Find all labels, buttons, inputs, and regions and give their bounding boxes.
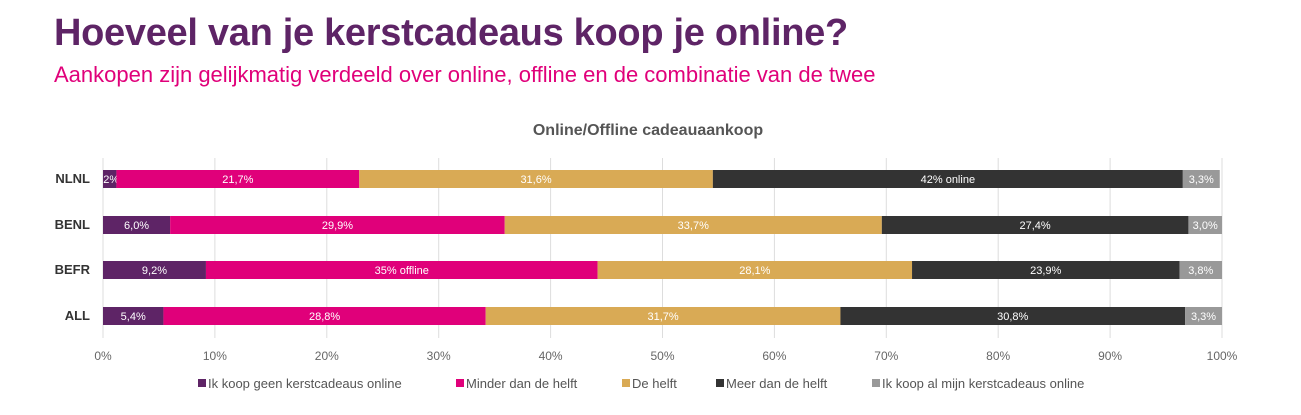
bar-segment bbox=[881, 216, 1189, 234]
bar-segment bbox=[485, 307, 841, 325]
bar-segment bbox=[205, 261, 598, 279]
bar-segment bbox=[712, 170, 1183, 188]
data-label: 9,2% bbox=[142, 265, 167, 277]
data-label: 3,3% bbox=[1189, 174, 1214, 186]
data-label: 35% offline bbox=[375, 265, 429, 277]
bar-segment bbox=[359, 170, 713, 188]
bar-segment bbox=[1179, 261, 1222, 279]
category-label: BEFR bbox=[55, 262, 91, 277]
bar-segment bbox=[912, 261, 1180, 279]
page-subtitle: Aankopen zijn gelijkmatig verdeeld over … bbox=[54, 62, 876, 87]
category-label: ALL bbox=[65, 308, 90, 323]
bar-segment bbox=[103, 261, 206, 279]
data-label: 5,4% bbox=[121, 311, 146, 323]
legend-swatch bbox=[456, 379, 464, 387]
data-label: 28,1% bbox=[739, 265, 770, 277]
legend-label: Ik koop al mijn kerstcadeaus online bbox=[882, 376, 1084, 391]
data-label: 6,0% bbox=[124, 220, 149, 232]
x-tick-label: 0% bbox=[94, 349, 112, 363]
bar-segment bbox=[103, 307, 164, 325]
legend-swatch bbox=[872, 379, 880, 387]
x-tick-label: 100% bbox=[1207, 349, 1238, 363]
category-label: BENL bbox=[55, 217, 90, 232]
x-tick-label: 50% bbox=[650, 349, 674, 363]
bar-segment bbox=[163, 307, 486, 325]
data-label: 23,9% bbox=[1030, 265, 1061, 277]
page-title: Hoeveel van je kerstcadeaus koop je onli… bbox=[54, 12, 848, 54]
category-label: NLNL bbox=[55, 171, 90, 186]
legend-swatch bbox=[622, 379, 630, 387]
data-label: 31,6% bbox=[520, 174, 551, 186]
bar-segment bbox=[1188, 216, 1222, 234]
data-label: 31,7% bbox=[647, 311, 678, 323]
data-label: 28,8% bbox=[309, 311, 340, 323]
data-label: 29,9% bbox=[322, 220, 353, 232]
x-tick-label: 90% bbox=[1098, 349, 1122, 363]
data-label: 30,8% bbox=[997, 311, 1028, 323]
bar-segment bbox=[116, 170, 360, 188]
bar-segment bbox=[1182, 170, 1220, 188]
x-tick-label: 10% bbox=[203, 349, 227, 363]
x-tick-label: 80% bbox=[986, 349, 1010, 363]
data-label: 3,8% bbox=[1188, 265, 1213, 277]
x-tick-label: 30% bbox=[427, 349, 451, 363]
x-tick-label: 20% bbox=[315, 349, 339, 363]
data-label: 27,4% bbox=[1020, 220, 1051, 232]
data-label: 21,7% bbox=[222, 174, 253, 186]
bar-segment bbox=[103, 216, 171, 234]
data-label: 3,3% bbox=[1191, 311, 1216, 323]
x-tick-label: 40% bbox=[539, 349, 563, 363]
data-label: 3,0% bbox=[1193, 220, 1218, 232]
chart-title: Online/Offline cadeauaankoop bbox=[533, 122, 763, 139]
x-tick-label: 70% bbox=[874, 349, 898, 363]
bar-segment bbox=[840, 307, 1186, 325]
legend-swatch bbox=[198, 379, 206, 387]
bar-segment bbox=[504, 216, 882, 234]
data-label: 33,7% bbox=[678, 220, 709, 232]
bar-segment bbox=[170, 216, 505, 234]
x-tick-label: 60% bbox=[762, 349, 786, 363]
bar-segment bbox=[1185, 307, 1222, 325]
bar-segment bbox=[597, 261, 913, 279]
legend-swatch bbox=[716, 379, 724, 387]
legend-label: Meer dan de helft bbox=[726, 376, 828, 391]
data-label: 42% online bbox=[921, 174, 975, 186]
legend-label: Minder dan de helft bbox=[466, 376, 578, 391]
bar-segment bbox=[103, 170, 117, 188]
legend-label: De helft bbox=[632, 376, 677, 391]
data-label: ,2% bbox=[100, 174, 119, 186]
legend-label: Ik koop geen kerstcadeaus online bbox=[208, 376, 402, 391]
